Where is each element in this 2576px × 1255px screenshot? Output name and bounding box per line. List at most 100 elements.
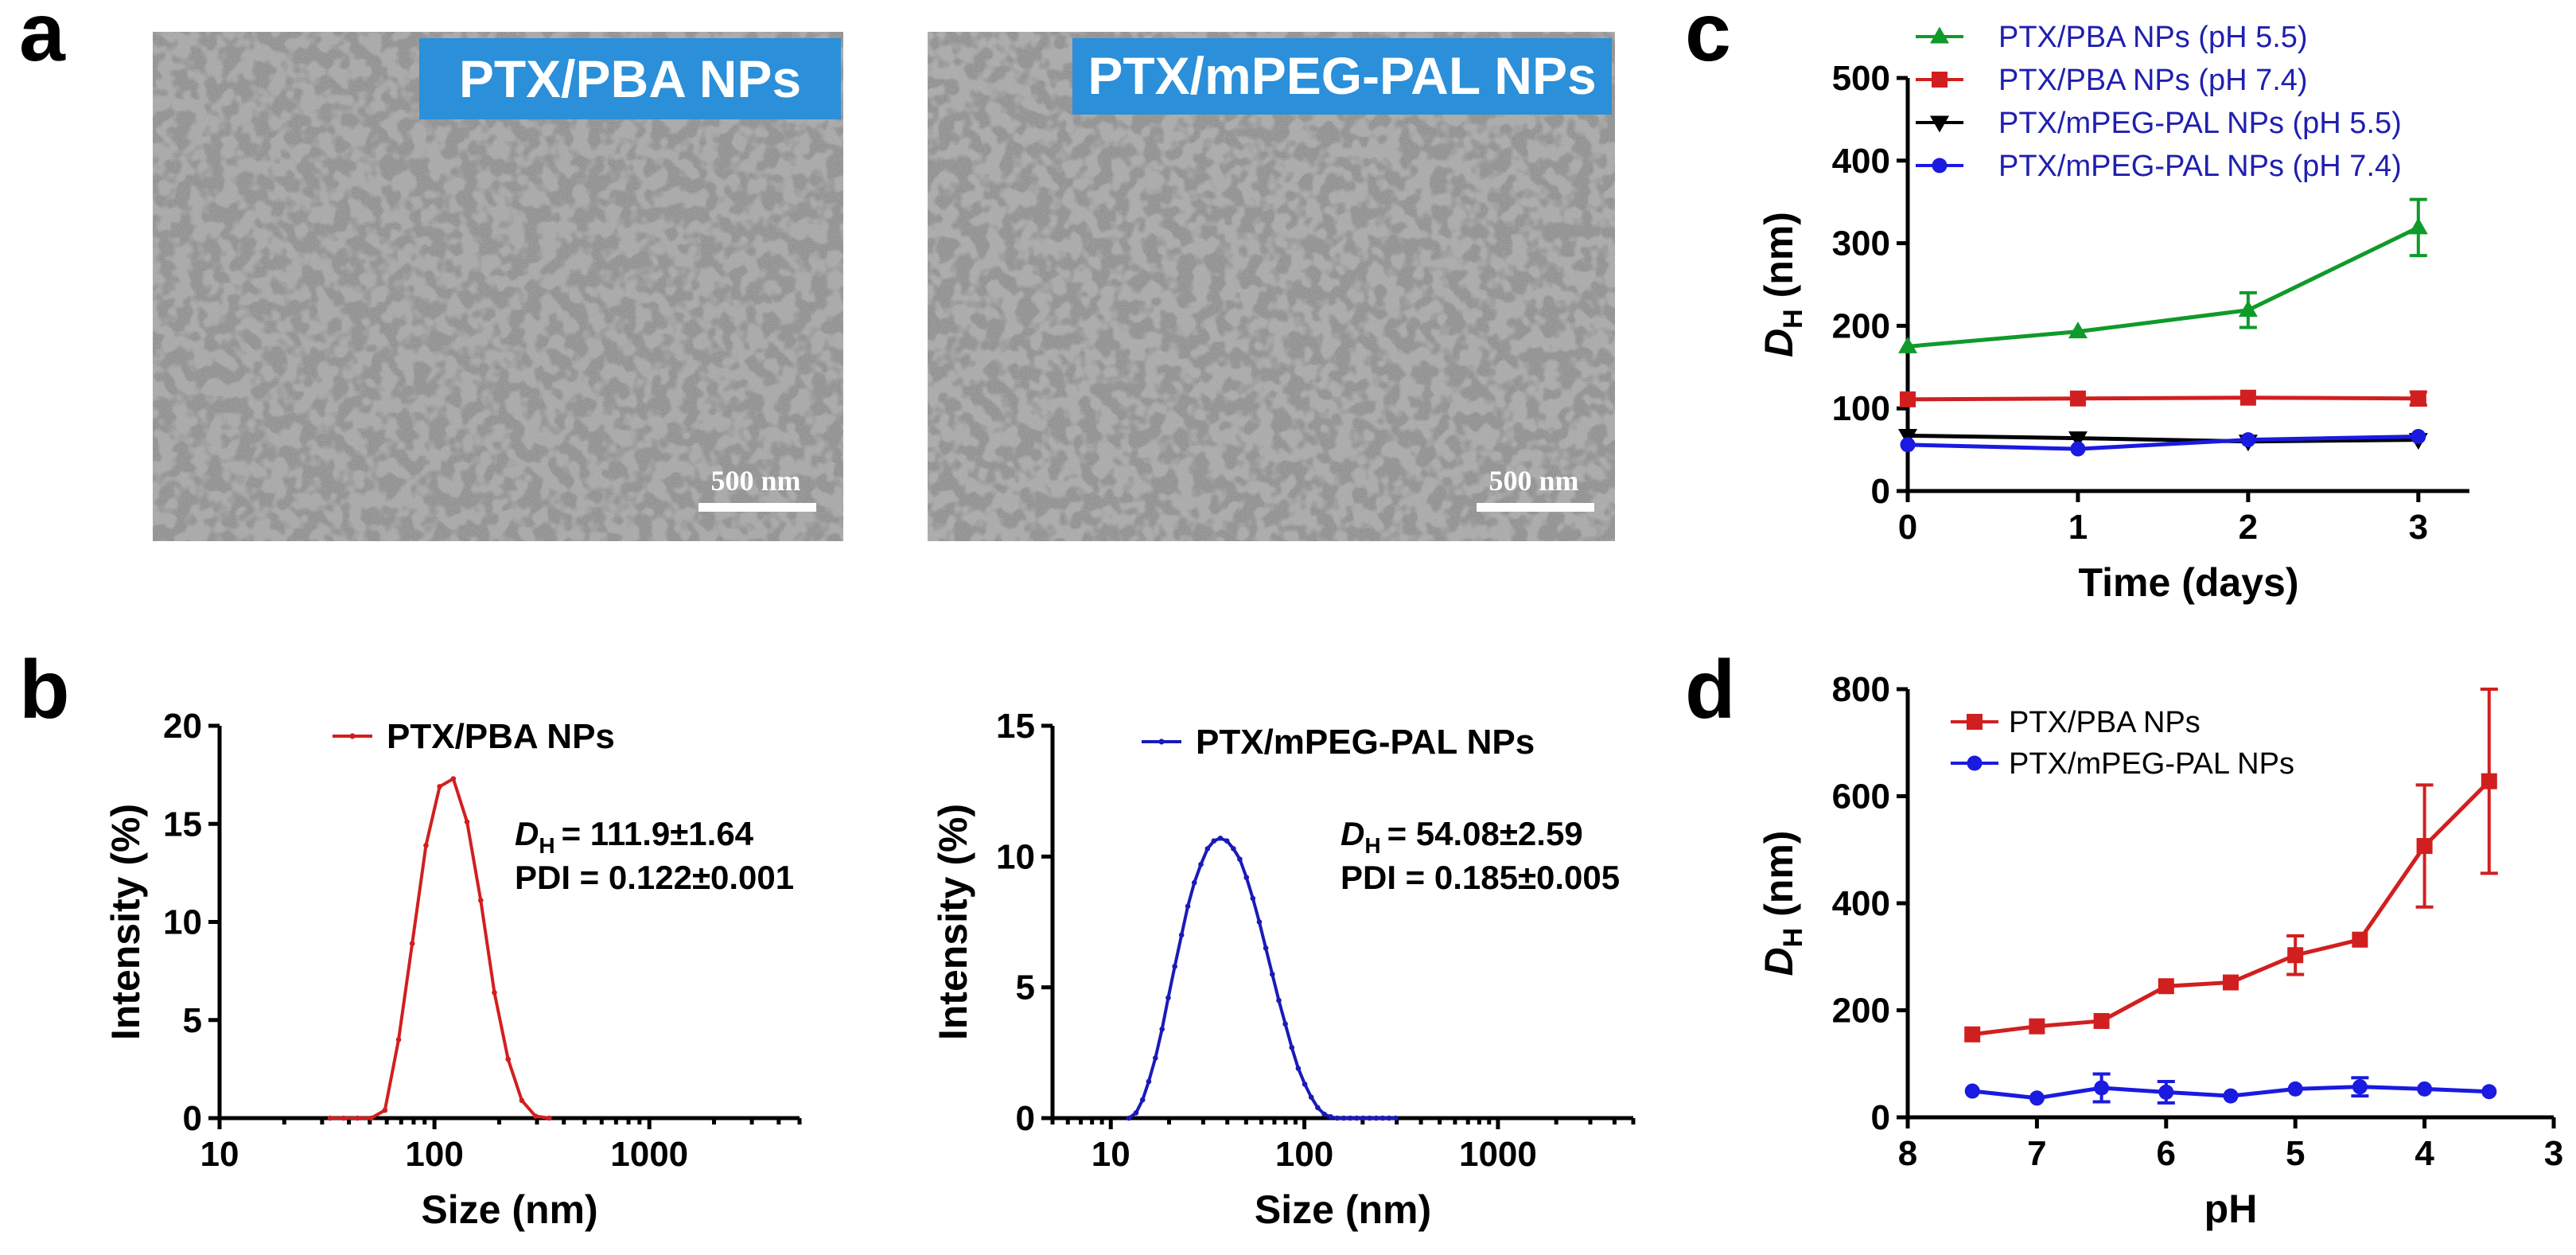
data-point	[1237, 856, 1243, 862]
data-point	[1178, 932, 1185, 938]
data-point	[2068, 431, 2088, 449]
y-axis-label-symbol: D	[1757, 947, 1801, 976]
legend-label: PTX/mPEG-PAL NPs (pH 7.4)	[1998, 150, 2402, 183]
legend-label: PTX/mPEG-PAL NPs (pH 5.5)	[1998, 107, 2402, 140]
data-point	[1334, 1115, 1341, 1121]
x-axis-label: pH	[2204, 1187, 2258, 1231]
x-tick-label: 1000	[610, 1135, 688, 1174]
legend-marker	[1930, 26, 1949, 44]
legend-label: PTX/mPEG-PAL NPs	[2009, 747, 2294, 781]
data-point	[1321, 1111, 1327, 1117]
data-point	[1354, 1115, 1360, 1121]
tem-label-pba: PTX/PBA NPs	[459, 49, 801, 108]
y-tick-label: 500	[1832, 59, 1890, 98]
data-point	[1302, 1081, 1308, 1087]
series-line	[1907, 433, 2418, 444]
dh-subscript: H	[1364, 833, 1380, 858]
x-tick-label: 8	[1898, 1134, 1917, 1173]
data-point	[492, 989, 497, 996]
legend-marker	[1158, 739, 1165, 745]
data-point	[1308, 1094, 1314, 1101]
legend-label: PTX/PBA NPs	[387, 717, 615, 756]
data-point	[1898, 336, 1917, 353]
chart-size-distribution-mpeg: 0 5 10 15 10 100 1000 Size (nm) Intensity (%) PTX…	[931, 707, 1636, 1232]
y-tick-label: 15	[996, 707, 1035, 746]
data-point	[1360, 1115, 1366, 1121]
data-point	[1185, 903, 1191, 910]
x-tick-label: 0	[1898, 508, 1917, 547]
data-point	[382, 1107, 388, 1113]
tem-image-pba: PTX/PBA NPs 500 nm	[153, 32, 843, 541]
legend-marker	[1932, 72, 1948, 88]
data-point	[2223, 974, 2239, 991]
panel-label-c: c	[1685, 0, 1731, 79]
legend-label: PTX/PBA NPs (pH 5.5)	[1998, 21, 2308, 54]
data-point	[1146, 1078, 1152, 1085]
data-point	[2158, 978, 2174, 995]
scale-bar-mpeg	[1477, 503, 1594, 512]
annotation-pdi-pba: PDI = 0.122±0.001	[515, 859, 794, 896]
data-point	[1900, 391, 1916, 407]
y-tick-label: 400	[1832, 884, 1890, 923]
data-point	[2352, 1079, 2368, 1095]
legend-label: PTX/PBA NPs (pH 7.4)	[1998, 64, 2308, 97]
data-point	[1231, 846, 1236, 852]
y-axis-label: DH (nm)	[1757, 831, 1808, 976]
data-point	[2093, 1012, 2110, 1029]
data-point	[1250, 895, 1256, 902]
y-tick-label: 400	[1832, 142, 1890, 181]
series-line	[1907, 396, 2418, 402]
legend-label: PTX/mPEG-PAL NPs	[1196, 723, 1535, 762]
y-tick-label: 0	[183, 1099, 202, 1138]
series-line	[1907, 225, 2419, 349]
y-tick-label: 800	[1832, 670, 1890, 709]
data-point	[2070, 441, 2086, 457]
chart-dh-vs-time: 0 100 200 300 400 500 0 1 2 3 Time (days) DH (nm) PT…	[1757, 21, 2469, 605]
panel-label-a: a	[19, 0, 66, 79]
data-point	[505, 1056, 511, 1062]
x-tick-label: 6	[2157, 1134, 2176, 1173]
data-point	[2068, 322, 2088, 339]
data-point	[1217, 836, 1224, 841]
x-tick-label: 7	[2027, 1134, 2046, 1173]
legend-marker	[1967, 714, 1983, 730]
x-tick-label: 1	[2068, 508, 2088, 547]
data-point	[423, 843, 429, 848]
x-tick-label: 3	[2544, 1134, 2563, 1173]
data-point	[1289, 1044, 1295, 1050]
data-point	[2158, 1084, 2174, 1100]
x-tick-label: 1000	[1459, 1135, 1537, 1174]
scale-bar-label-pba: 500 nm	[710, 465, 800, 497]
annotation-dh-mpeg: DH = 54.08±2.59	[1341, 815, 1583, 858]
y-axis-label-unit: (nm)	[1757, 212, 1801, 309]
data-point	[2069, 390, 2086, 407]
x-axis-label: Time (days)	[2079, 560, 2299, 605]
legend-marker	[1967, 755, 1983, 771]
x-tick-label: 100	[1275, 1135, 1333, 1174]
x-tick-label: 5	[2286, 1134, 2305, 1173]
y-tick-label: 10	[996, 837, 1035, 876]
y-tick-label: 200	[1832, 306, 1890, 345]
data-point	[1347, 1115, 1353, 1121]
y-axis-label: Intensity (%)	[931, 804, 975, 1040]
data-point	[1393, 1115, 1399, 1121]
data-point	[1153, 1055, 1158, 1061]
y-tick-label: 10	[163, 903, 202, 942]
data-point	[2029, 1018, 2045, 1035]
panel-label-b: b	[19, 644, 70, 736]
dh-subscript: H	[539, 833, 555, 858]
x-tick-label: 2	[2239, 508, 2258, 547]
data-point	[532, 1113, 539, 1119]
data-point	[1198, 861, 1204, 867]
data-point	[368, 1115, 374, 1121]
tem-image-mpeg: PTX/mPEG-PAL NPs 500 nm	[928, 32, 1615, 541]
data-point	[2410, 390, 2426, 407]
data-point	[2223, 1088, 2239, 1104]
y-tick-label: 600	[1832, 778, 1890, 817]
data-point	[1315, 1105, 1321, 1111]
series-line	[1971, 779, 2491, 1037]
dh-symbol: D	[1341, 815, 1364, 852]
dh-value: = 111.9±1.64	[562, 815, 754, 852]
data-point	[2239, 389, 2256, 406]
data-point	[1191, 879, 1197, 886]
